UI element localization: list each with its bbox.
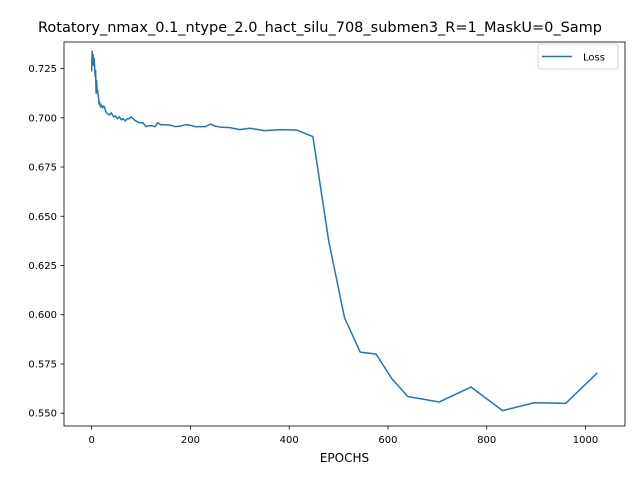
legend-box [537, 43, 619, 70]
x-tick-label: 0 [88, 435, 94, 446]
series-line-0 [90, 50, 598, 412]
x-tick-label: 600 [378, 435, 397, 446]
y-tick-label: 0.575 [28, 359, 57, 370]
y-tick-label: 0.650 [28, 212, 57, 223]
y-tick-label: 0.625 [28, 261, 57, 272]
plot-area: 0 200 400 600 800 1000 0.550 0.575 0.600 0.625 0.6… [28, 41, 626, 446]
x-tick-label: 800 [477, 435, 496, 446]
legend-label: Loss [583, 53, 605, 64]
x-tick-label: 400 [280, 435, 299, 446]
axes-frame [63, 41, 626, 427]
x-tick-label: 1000 [573, 435, 598, 446]
y-tick-label: 0.725 [28, 64, 57, 75]
y-tick-label: 0.700 [28, 113, 57, 124]
x-axis-label: EPOCHS [320, 451, 369, 465]
x-tick-label: 200 [181, 435, 200, 446]
y-tick-label: 0.600 [28, 310, 57, 321]
legend: Loss [537, 43, 619, 70]
y-tick-label: 0.675 [28, 163, 57, 174]
y-tick-label: 0.550 [28, 409, 57, 420]
chart-title: Rotatory_nmax_0.1_ntype_2.0_hact_silu_70… [38, 20, 602, 36]
